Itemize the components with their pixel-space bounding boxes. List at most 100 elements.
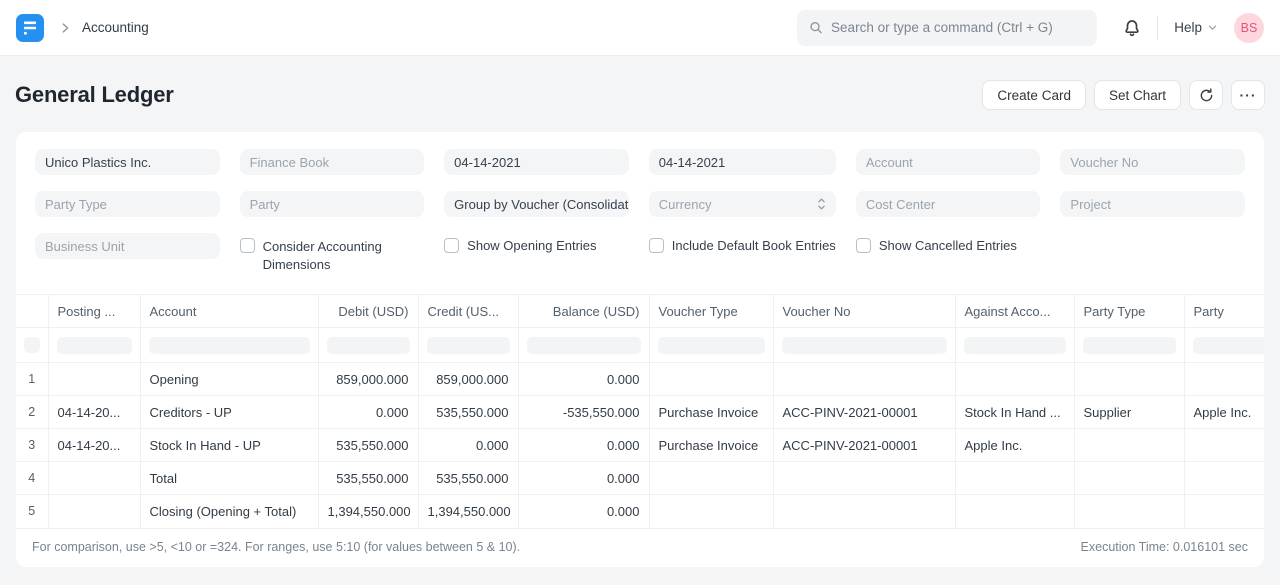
navbar-right: Help BS	[797, 9, 1264, 46]
finance-book-filter[interactable]: Finance Book	[239, 149, 425, 175]
company-filter[interactable]: Unico Plastics Inc.	[35, 149, 220, 175]
row-number: 5	[16, 494, 49, 528]
column-filter-input[interactable]	[426, 336, 510, 354]
project-filter[interactable]: Project	[1060, 191, 1245, 217]
column-filter-input[interactable]	[1192, 336, 1264, 354]
breadcrumb[interactable]: Accounting	[82, 20, 149, 35]
cell-balance: 0.000	[518, 461, 650, 495]
notifications-button[interactable]	[1123, 19, 1141, 37]
to-date-filter[interactable]: 04-14-2021	[648, 149, 836, 175]
row-number: 1	[16, 362, 49, 396]
cell-against-account	[955, 461, 1075, 495]
cell-account: Closing (Opening + Total)	[140, 494, 319, 528]
cell-debit: 859,000.000	[318, 362, 419, 396]
column-filter-input[interactable]	[148, 336, 310, 354]
help-menu-button[interactable]: Help	[1174, 20, 1218, 35]
erpnext-logo-glyph	[24, 21, 36, 34]
checkbox-consider-accounting-dimensions[interactable]: Consider Accounting Dimensions	[239, 233, 425, 274]
cell-party-type	[1074, 494, 1185, 528]
select-updown-icon	[817, 197, 826, 211]
voucher-no-filter[interactable]: Voucher No	[1060, 149, 1245, 175]
column-filter-input[interactable]	[781, 336, 947, 354]
report-footer: For comparison, use >5, <10 or =324. For…	[16, 527, 1264, 567]
col-header-party[interactable]: Party	[1184, 294, 1264, 328]
col-header-debit[interactable]: Debit (USD)	[318, 294, 419, 328]
cost-center-filter[interactable]: Cost Center	[855, 191, 1041, 217]
party-filter[interactable]: Party	[239, 191, 425, 217]
set-chart-button[interactable]: Set Chart	[1093, 80, 1181, 110]
search-input[interactable]	[831, 20, 1086, 35]
cell-voucher-type	[649, 362, 774, 396]
cell-against-account: Stock In Hand ...	[955, 395, 1075, 429]
report-card: Unico Plastics Inc. Finance Book 04-14-2…	[16, 132, 1264, 567]
search-icon	[810, 21, 823, 34]
cell-debit: 1,394,550.000	[318, 494, 419, 528]
ledger-table: Posting ... Account Debit (USD) Credit (…	[16, 294, 1264, 528]
cell-account: Opening	[140, 362, 319, 396]
cell-balance: 0.000	[518, 494, 650, 528]
global-search[interactable]	[797, 9, 1098, 46]
cell-posting-date	[48, 461, 141, 495]
cell-voucher-no	[773, 461, 956, 495]
cell-account: Stock In Hand - UP	[140, 428, 319, 462]
table-filter-row	[16, 327, 1264, 363]
cell-credit: 0.000	[418, 428, 519, 462]
navbar-divider	[1157, 15, 1159, 40]
more-menu-button[interactable]: ···	[1231, 80, 1265, 110]
cell-party-type	[1074, 428, 1185, 462]
cell-credit: 535,550.000	[418, 461, 519, 495]
cell-balance: 0.000	[518, 428, 650, 462]
create-card-button[interactable]: Create Card	[982, 80, 1086, 110]
group-by-filter[interactable]: Group by Voucher (Consolidated)	[444, 191, 629, 217]
column-filter-input[interactable]	[56, 336, 132, 354]
page-head: General Ledger Create Card Set Chart ···	[0, 56, 1280, 132]
column-filter-input[interactable]	[657, 336, 765, 354]
from-date-filter[interactable]: 04-14-2021	[444, 149, 629, 175]
execution-time: Execution Time: 0.016101 sec	[1080, 539, 1248, 554]
col-header-posting-date[interactable]: Posting ...	[48, 294, 141, 328]
party-type-filter[interactable]: Party Type	[35, 191, 220, 217]
column-filter-input[interactable]	[526, 336, 641, 354]
currency-filter[interactable]: Currency	[648, 191, 836, 217]
col-header-voucher-no[interactable]: Voucher No	[773, 294, 956, 328]
refresh-button[interactable]	[1189, 80, 1223, 110]
row-number: 2	[16, 395, 49, 429]
column-filter-input[interactable]	[326, 336, 410, 354]
col-header-party-type[interactable]: Party Type	[1074, 294, 1185, 328]
cell-voucher-type	[649, 494, 774, 528]
column-filter-input[interactable]	[963, 336, 1066, 354]
breadcrumb-chevron-icon	[58, 21, 72, 35]
checkbox-label: Consider Accounting Dimensions	[262, 239, 382, 272]
col-header-against-account[interactable]: Against Acco...	[955, 294, 1075, 328]
cell-voucher-type: Purchase Invoice	[649, 428, 774, 462]
filter-section: Unico Plastics Inc. Finance Book 04-14-2…	[16, 132, 1264, 294]
checkbox-include-default-book-entries[interactable]: Include Default Book Entries	[648, 233, 836, 254]
help-label: Help	[1174, 20, 1202, 35]
cell-voucher-no: ACC-PINV-2021-00001	[773, 428, 956, 462]
avatar-initials: BS	[1240, 20, 1258, 35]
account-filter[interactable]: Account	[855, 149, 1041, 175]
refresh-icon	[1200, 87, 1212, 101]
bell-icon	[1125, 19, 1139, 36]
col-header-credit[interactable]: Credit (US...	[418, 294, 519, 328]
column-filter-input[interactable]	[1082, 336, 1176, 354]
row-number: 3	[16, 428, 49, 462]
checkbox-label: Show Cancelled Entries	[878, 238, 1017, 253]
app-logo-icon[interactable]	[16, 13, 44, 42]
cell-account: Total	[140, 461, 319, 495]
column-filter-input[interactable]	[24, 337, 40, 353]
checkbox-show-opening-entries[interactable]: Show Opening Entries	[444, 233, 629, 254]
col-header-voucher-type[interactable]: Voucher Type	[649, 294, 774, 328]
col-header-balance[interactable]: Balance (USD)	[518, 294, 650, 328]
business-unit-filter[interactable]: Business Unit	[35, 233, 220, 259]
checkbox-show-cancelled-entries[interactable]: Show Cancelled Entries	[855, 233, 1041, 254]
col-header-account[interactable]: Account	[140, 294, 319, 328]
cell-balance: -535,550.000	[518, 395, 650, 429]
cell-party	[1184, 461, 1264, 495]
page-actions: Create Card Set Chart ···	[982, 80, 1265, 110]
navbar: Accounting Help BS	[0, 0, 1280, 56]
cell-party-type	[1074, 461, 1185, 495]
cell-party-type	[1074, 362, 1185, 396]
currency-filter-label: Currency	[658, 196, 712, 212]
avatar[interactable]: BS	[1234, 12, 1264, 43]
